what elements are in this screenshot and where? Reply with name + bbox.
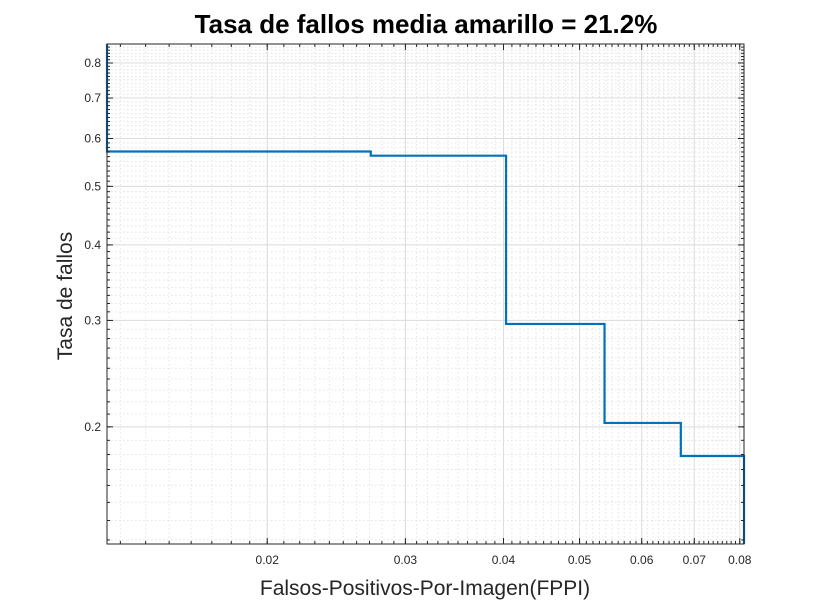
y-tick-label: 0.4 [84,238,101,252]
grid [107,44,744,544]
plot-frame [106,43,745,545]
y-tick-label: 0.2 [84,420,101,434]
y-tick-label: 0.6 [84,131,101,145]
x-tick-label: 0.07 [683,553,707,567]
x-tick-label: 0.08 [728,553,752,567]
x-tick-label: 0.06 [630,553,654,567]
x-tick-label: 0.05 [568,553,592,567]
y-tick-label: 0.3 [84,313,101,327]
y-axis-label: Tasa de fallos [54,232,77,360]
x-tick-label: 0.03 [394,553,418,567]
y-tick-label: 0.7 [84,91,101,105]
x-tick-label: 0.04 [492,553,516,567]
x-tick-label: 0.02 [256,553,280,567]
x-axis-label: Falsos-Positivos-Por-Imagen(FPPI) [260,577,590,600]
axis-ticks: 0.02 0.03 0.04 0.05 0.06 0.07 0.08 0.2 0.3 0.4 0.5… [84,44,752,567]
y-tick-label: 0.5 [84,179,101,193]
y-tick-label: 0.8 [84,56,101,70]
series-line [105,44,746,544]
chart-title: Tasa de fallos media amarillo = 21.2% [195,9,658,39]
